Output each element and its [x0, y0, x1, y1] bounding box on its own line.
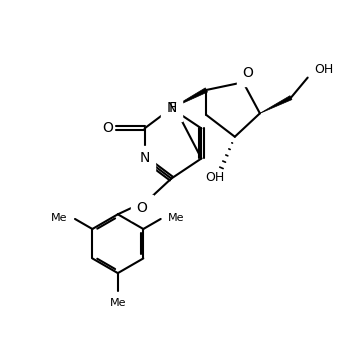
Text: N: N — [140, 151, 150, 165]
Text: O: O — [136, 201, 147, 215]
Text: N: N — [166, 101, 177, 115]
Polygon shape — [260, 96, 292, 113]
Text: O: O — [103, 121, 113, 135]
Text: OH: OH — [205, 171, 224, 184]
Text: F: F — [169, 101, 177, 115]
Text: OH: OH — [314, 63, 334, 76]
Text: Me: Me — [110, 298, 126, 308]
Polygon shape — [171, 88, 208, 108]
Text: O: O — [242, 66, 253, 80]
Text: Me: Me — [51, 213, 68, 223]
Text: Me: Me — [168, 213, 184, 223]
